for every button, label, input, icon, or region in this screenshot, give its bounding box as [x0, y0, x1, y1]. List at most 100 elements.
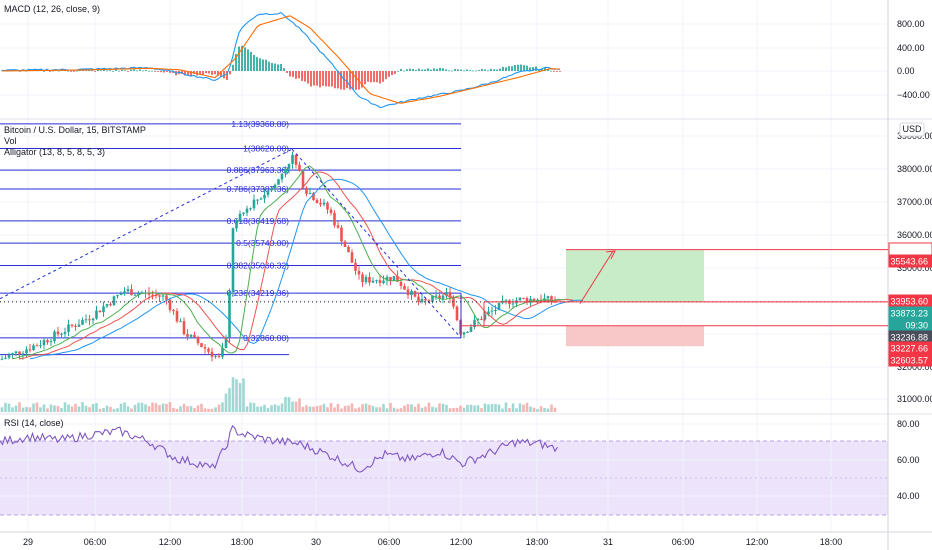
- candle-body: [333, 212, 336, 226]
- rsi-line: [0, 424, 558, 473]
- macd-hist-bar: [304, 71, 306, 82]
- macd-hist-bar: [331, 71, 333, 87]
- candle-body: [200, 343, 203, 348]
- volume-bar: [326, 407, 329, 412]
- volume-bar: [25, 407, 28, 412]
- macd-hist-bar: [118, 70, 120, 72]
- volume-bar: [434, 407, 438, 412]
- volume-bar: [165, 403, 168, 412]
- volume-bar: [126, 406, 130, 412]
- macd-hist-bar: [496, 69, 498, 71]
- candle-body: [7, 355, 11, 358]
- volume-bar: [161, 403, 165, 412]
- volume-bar: [35, 402, 39, 412]
- fib-level-label: 0.618(36419.68): [227, 216, 290, 226]
- volume-bar: [158, 405, 161, 412]
- candle-body: [315, 199, 319, 203]
- volume-bar: [301, 406, 305, 412]
- macd-hist-bar: [541, 68, 543, 71]
- fib-level-label: 0(32860.00): [243, 333, 289, 343]
- volume-bar: [203, 408, 207, 412]
- fib-level-label: 0.5(35740.00): [236, 238, 289, 248]
- macd-hist-bar: [274, 63, 276, 71]
- macd-hist-bar: [250, 51, 252, 71]
- macd-hist-bar: [112, 70, 114, 72]
- volume-bar: [501, 408, 504, 412]
- macd-hist-bar: [190, 71, 192, 76]
- volume-bar: [420, 407, 424, 412]
- candle-body: [378, 280, 382, 284]
- candle-body: [322, 202, 326, 205]
- candle-body: [46, 340, 49, 343]
- macd-hist-bar: [298, 71, 300, 79]
- time-tick: 18:00: [526, 537, 549, 547]
- volume-bar: [91, 404, 95, 412]
- trend-drawings[interactable]: [0, 148, 888, 339]
- volume-bar: [515, 408, 518, 412]
- macd-hist-bar: [400, 68, 402, 71]
- volume-bar: [483, 403, 487, 412]
- volume-bar: [319, 405, 322, 412]
- volume-bar: [81, 402, 84, 412]
- candle-body: [270, 188, 273, 191]
- candle-body: [277, 179, 280, 185]
- macd-hist-bar: [292, 71, 294, 77]
- candle-body: [81, 320, 84, 325]
- volume-bar: [179, 406, 182, 412]
- time-tick: 31: [603, 537, 613, 547]
- price-tick: 37000.00: [897, 197, 932, 207]
- price-tick: 31000.00: [897, 394, 932, 404]
- volume-bar: [455, 407, 459, 412]
- macd-hist-bar: [58, 70, 60, 72]
- candle-body: [203, 347, 207, 349]
- price-tags: 35545.29 35543.66 33953.60 33873.23 09:30 332…: [888, 242, 932, 367]
- volume-bar: [375, 407, 378, 412]
- volume-bar: [490, 403, 494, 412]
- candle-body: [340, 227, 343, 242]
- candle-body: [420, 299, 424, 303]
- macd-hist-bar: [403, 70, 405, 72]
- fib-level-label: 0.886(37963.36): [227, 165, 290, 175]
- candle-body: [406, 289, 410, 296]
- macd-hist-bar: [487, 70, 489, 72]
- candle-body: [382, 280, 385, 284]
- fib-level-label: 1.13(39368.80): [231, 119, 289, 129]
- macd-hist-bar: [139, 69, 141, 71]
- volume-bar: [413, 406, 417, 412]
- rsi-tick: 80.00: [897, 419, 920, 429]
- volume-bar: [291, 401, 294, 412]
- candle-body: [231, 228, 235, 292]
- volume-bar: [476, 405, 480, 412]
- price-tag-label: 32603.57: [890, 356, 928, 366]
- candle-body: [434, 295, 438, 297]
- macd-hist-bar: [433, 68, 435, 71]
- candle-body: [413, 290, 417, 297]
- volume-label: Vol: [4, 136, 17, 146]
- volume-bar: [487, 404, 490, 412]
- candle-body: [291, 154, 294, 164]
- volume-bar: [392, 407, 396, 412]
- candle-body: [158, 295, 161, 297]
- volume-bar: [431, 406, 434, 412]
- price-tag: [888, 353, 932, 367]
- fib-trend-line: [291, 148, 462, 339]
- macd-hist-bar: [247, 49, 249, 71]
- candle-body: [25, 349, 28, 354]
- volume-bar: [119, 403, 123, 412]
- candle-body: [11, 353, 14, 356]
- macd-hist-bar: [523, 65, 525, 71]
- macd-tick: 400.00: [897, 43, 925, 53]
- candle-body: [385, 276, 389, 281]
- volume-bar: [18, 402, 21, 412]
- time-tick: 06:00: [378, 537, 401, 547]
- macd-hist-bar: [427, 68, 429, 71]
- fib-level-label: 1(38620.00): [243, 143, 289, 153]
- macd-hist-bar: [307, 71, 309, 84]
- candle-body: [53, 331, 56, 342]
- currency-box[interactable]: [899, 122, 925, 137]
- price-tag-label: 33953.60: [890, 297, 928, 307]
- macd-hist-bar: [526, 65, 528, 71]
- time-tick: 06:00: [672, 537, 695, 547]
- macd-hist-bar: [517, 64, 519, 71]
